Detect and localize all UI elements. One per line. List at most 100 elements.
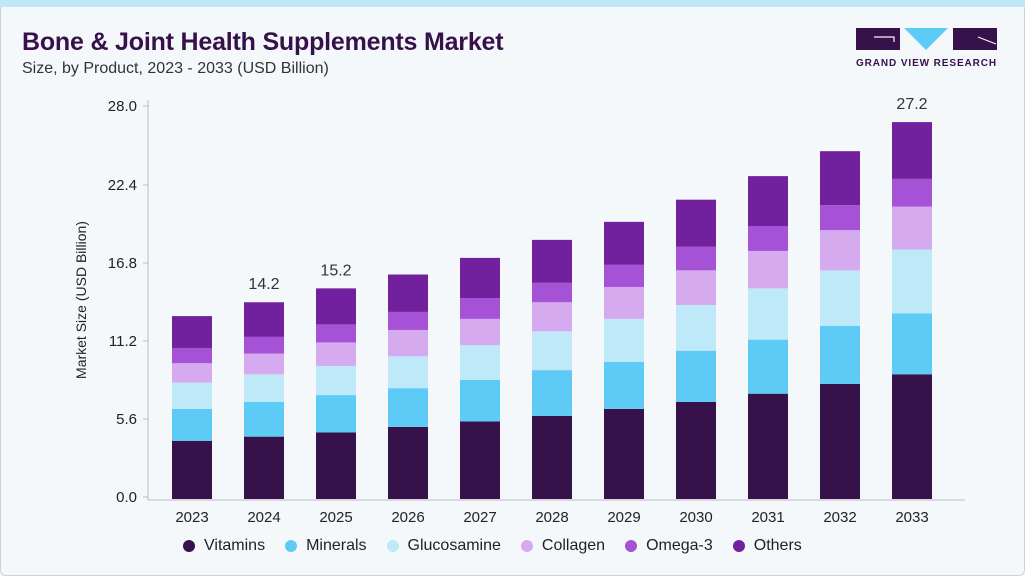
bar-others-2023: [172, 316, 212, 348]
x-tick-label: 2026: [391, 509, 424, 526]
bar-glucosamine-2023: [172, 382, 212, 409]
legend-label: Omega-3: [646, 537, 713, 554]
bar-omega-3-2024: [244, 336, 284, 354]
bar-vitamins-2028: [532, 415, 572, 499]
bar-glucosamine-2032: [820, 270, 860, 326]
bar-vitamins-2031: [748, 393, 788, 499]
x-tick-label: 2028: [535, 509, 568, 526]
x-tick-label: 2033: [895, 509, 928, 526]
bar-vitamins-2023: [172, 440, 212, 499]
legend-item-glucosamine: Glucosamine: [386, 537, 501, 555]
bar-minerals-2023: [172, 408, 212, 441]
legend-marker-icon: [625, 540, 638, 552]
bar-minerals-2030: [676, 350, 716, 402]
bar-others-2024: [244, 302, 284, 337]
bar-glucosamine-2027: [460, 345, 500, 380]
bar-omega-3-2033: [892, 178, 932, 207]
bar-others-2030: [676, 199, 716, 247]
bar-minerals-2027: [460, 379, 500, 422]
bar-omega-3-2029: [604, 264, 644, 287]
bar-vitamins-2027: [460, 421, 500, 499]
bar-others-2029: [604, 221, 644, 265]
y-tick-label: 16.8: [108, 255, 137, 272]
bar-vitamins-2032: [820, 383, 860, 499]
bar-minerals-2024: [244, 402, 284, 437]
x-tick-label: 2023: [175, 509, 208, 526]
bar-others-2032: [820, 151, 860, 206]
bar-minerals-2025: [316, 395, 356, 433]
bar-collagen-2032: [820, 230, 860, 271]
x-tick-label: 2032: [823, 509, 856, 526]
bar-collagen-2031: [748, 250, 788, 289]
bar-omega-3-2026: [388, 311, 428, 330]
x-tick-label: 2030: [679, 509, 712, 526]
bar-minerals-2029: [604, 361, 644, 409]
bar-glucosamine-2029: [604, 318, 644, 362]
y-tick-label: 11.2: [109, 333, 137, 350]
bar-collagen-2026: [388, 329, 428, 357]
bar-omega-3-2027: [460, 298, 500, 319]
bar-vitamins-2029: [604, 408, 644, 499]
bar-glucosamine-2028: [532, 331, 572, 371]
legend-marker-icon: [285, 540, 298, 552]
bar-omega-3-2030: [676, 246, 716, 271]
legend-marker-icon: [183, 540, 195, 552]
x-tick-label: 2024: [247, 509, 280, 526]
bar-minerals-2033: [892, 313, 932, 375]
logo-text: GRAND VIEW RESEARCH: [856, 58, 997, 69]
bar-vitamins-2033: [892, 374, 932, 499]
bar-minerals-2031: [748, 339, 788, 394]
y-tick-label: 22.4: [108, 177, 137, 194]
legend-marker-icon: [386, 540, 399, 552]
bar-omega-3-2032: [820, 205, 860, 231]
legend-label: Minerals: [306, 537, 367, 554]
y-tick-label: 28.0: [108, 98, 137, 115]
bar-minerals-2026: [388, 388, 428, 427]
legend-marker-icon: [520, 540, 533, 552]
bar-glucosamine-2025: [316, 365, 356, 396]
legend-marker-icon: [732, 540, 745, 552]
legend: Vitamins Minerals Glucosamine Collagen Omega…: [183, 537, 802, 555]
bar-collagen-2030: [676, 270, 716, 305]
bar-collagen-2033: [892, 206, 932, 250]
top-accent-bar: [0, 0, 1025, 7]
legend-item-omega-3: Omega-3: [625, 537, 713, 555]
bar-omega-3-2031: [748, 226, 788, 251]
bar-others-2028: [532, 239, 572, 283]
legend-label: Collagen: [541, 537, 606, 554]
legend-label: Vitamins: [204, 537, 266, 554]
bar-others-2027: [460, 257, 500, 299]
bar-glucosamine-2024: [244, 374, 284, 402]
x-tick-label: 2029: [607, 509, 640, 526]
bar-minerals-2032: [820, 325, 860, 384]
bar-glucosamine-2033: [892, 249, 932, 314]
y-axis-label: Market Size (USD Billion): [73, 221, 89, 379]
legend-item-vitamins: Vitamins: [183, 537, 265, 555]
bar-minerals-2028: [532, 370, 572, 416]
legend-label: Others: [753, 537, 802, 554]
bar-vitamins-2024: [244, 436, 284, 499]
bar-collagen-2028: [532, 302, 572, 332]
data-label-2033: 27.2: [896, 96, 927, 113]
bar-others-2031: [748, 176, 788, 227]
bar-glucosamine-2031: [748, 288, 788, 340]
bar-others-2033: [892, 122, 932, 179]
bar-vitamins-2025: [316, 432, 356, 499]
grand-view-research-logo: [856, 28, 997, 50]
bar-vitamins-2030: [676, 402, 716, 499]
y-tick-label: 0.0: [116, 489, 137, 506]
bar-others-2026: [388, 274, 428, 312]
x-tick-label: 2031: [751, 509, 784, 526]
legend-label: Glucosamine: [407, 537, 501, 554]
x-tick-label: 2025: [319, 509, 352, 526]
bar-collagen-2023: [172, 363, 212, 383]
bar-glucosamine-2026: [388, 356, 428, 389]
bar-omega-3-2025: [316, 324, 356, 343]
bar-glucosamine-2030: [676, 305, 716, 351]
y-tick-label: 5.6: [116, 411, 137, 428]
legend-item-collagen: Collagen: [520, 537, 606, 555]
bar-others-2025: [316, 288, 356, 325]
legend-item-others: Others: [732, 537, 802, 555]
chart-title: Bone & Joint Health Supplements Market: [22, 28, 504, 56]
